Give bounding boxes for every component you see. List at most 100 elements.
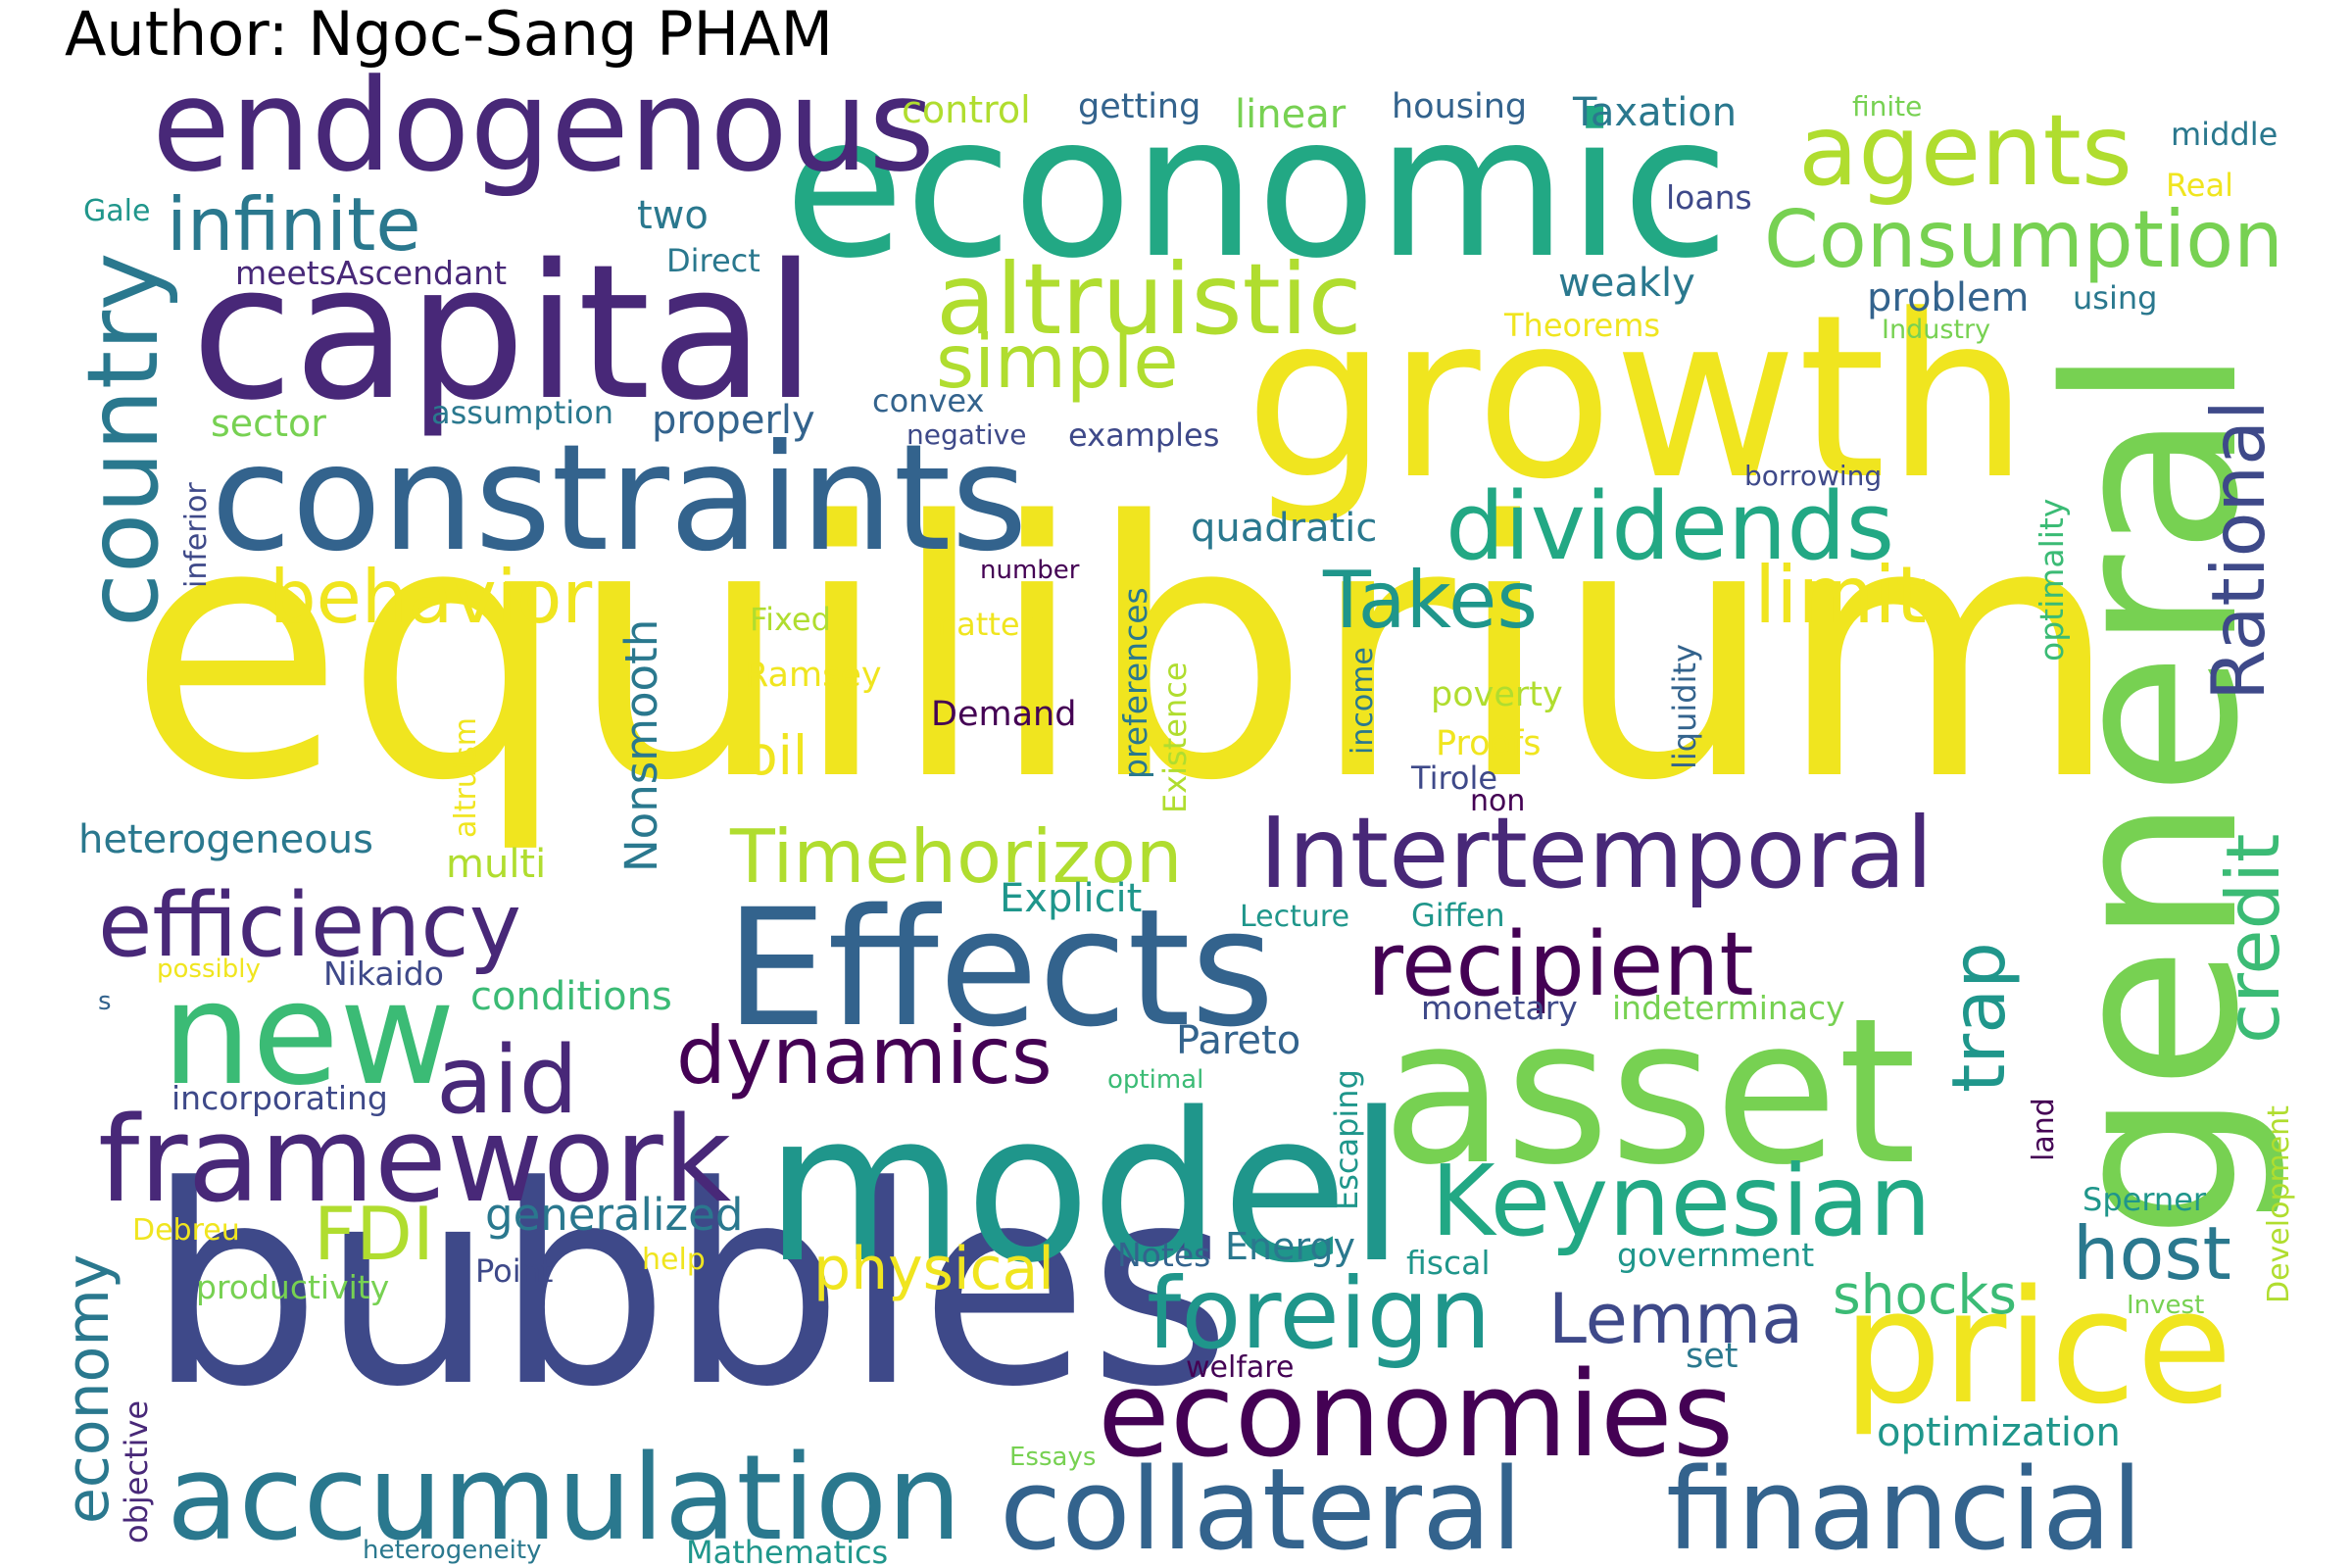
word-27: country: [66, 253, 180, 627]
word-112: Energy: [1225, 1225, 1355, 1268]
word-47: generalized: [485, 1189, 743, 1241]
word-87: preferences: [1116, 587, 1154, 779]
word-109: help: [642, 1243, 706, 1277]
word-91: poverty: [1431, 675, 1563, 714]
word-104: optimal: [1107, 1065, 1203, 1095]
word-81: inferior: [179, 482, 214, 588]
word-68: using: [2073, 279, 2157, 317]
word-53: quadratic: [1191, 506, 1377, 551]
word-62: getting: [1078, 87, 1200, 126]
word-3: growth: [1245, 268, 2029, 529]
word-56: Pareto: [1176, 1018, 1300, 1063]
word-31: dynamics: [676, 1010, 1053, 1102]
word-107: Development: [2262, 1105, 2296, 1303]
word-101: monetary: [1421, 989, 1578, 1027]
word-40: trap: [1936, 942, 2022, 1093]
word-90: liquidity: [1666, 644, 1703, 769]
word-55: Explicit: [1000, 876, 1142, 921]
word-20: Keynesian: [1431, 1144, 1932, 1258]
word-57: multi: [446, 842, 546, 887]
word-96: Lecture: [1240, 900, 1349, 934]
word-7: model: [764, 1068, 1405, 1308]
word-50: optimization: [1877, 1410, 2121, 1455]
word-34: behavior: [270, 554, 592, 640]
word-30: aid: [436, 1027, 578, 1135]
word-75: assumption: [431, 394, 613, 431]
word-23: dividends: [1446, 473, 1894, 581]
word-67: loans: [1666, 178, 1752, 217]
word-6: asset: [1382, 976, 1917, 1209]
word-86: Demand: [931, 695, 1076, 734]
word-71: Gale: [83, 194, 150, 228]
word-80: optimality: [2033, 499, 2071, 662]
word-2: bubbles: [147, 1128, 1232, 1447]
word-32: Takes: [1322, 555, 1538, 646]
word-49: conditions: [470, 974, 672, 1019]
word-122: heterogeneity: [363, 1536, 541, 1565]
word-38: Lemma: [1548, 1279, 1803, 1359]
word-41: FDI: [314, 1191, 434, 1277]
word-22: altruistic: [936, 242, 1362, 357]
word-14: financial: [1666, 1445, 2142, 1568]
word-18: agents: [1798, 93, 2132, 208]
word-119: set: [1686, 1337, 1739, 1376]
word-42: economy: [54, 1254, 122, 1524]
word-92: Proofs: [1436, 724, 1542, 763]
word-97: Giffen: [1411, 897, 1505, 934]
word-52: weakly: [1558, 261, 1695, 306]
word-99: Nikaido: [323, 955, 444, 993]
word-76: convex: [872, 382, 984, 419]
word-83: Fixed: [750, 601, 831, 638]
word-21: recipient: [1367, 913, 1754, 1016]
word-108: Debreu: [132, 1213, 240, 1248]
word-28: Timehorizon: [729, 813, 1182, 900]
word-73: meetsAscendant: [235, 254, 507, 292]
word-79: borrowing: [1744, 460, 1882, 492]
word-51: problem: [1867, 275, 2030, 320]
word-44: shocks: [1833, 1263, 2017, 1326]
word-111: Notes: [1117, 1236, 1210, 1274]
word-103: incorporating: [172, 1079, 388, 1117]
word-105: Escaping: [1328, 1069, 1365, 1210]
word-121: Essays: [1009, 1443, 1096, 1472]
word-39: host: [2073, 1210, 2231, 1297]
word-16: framework: [98, 1093, 732, 1229]
word-85: Ramsey: [745, 656, 882, 695]
word-24: Consumption: [1764, 194, 2283, 285]
word-74: sector: [211, 402, 326, 445]
word-102: indeterminacy: [1612, 989, 1845, 1027]
word-63: housing: [1392, 87, 1527, 126]
word-35: limit: [1754, 550, 1927, 641]
word-116: productivity: [196, 1268, 389, 1306]
word-45: oil: [745, 724, 808, 787]
word-84: matter: [926, 606, 1034, 643]
word-117: objective: [118, 1400, 155, 1544]
word-15: collateral: [1000, 1445, 1523, 1568]
word-58: two: [637, 193, 709, 238]
word-36: Rational: [2195, 400, 2281, 701]
word-89: income: [1346, 647, 1380, 755]
word-12: economies: [1098, 1348, 1734, 1484]
word-65: middle: [2171, 116, 2278, 153]
word-93: Tirole: [1410, 760, 1497, 797]
word-11: price: [1842, 1255, 2232, 1439]
word-94: non: [1470, 784, 1525, 818]
word-48: heterogeneous: [78, 817, 373, 862]
word-106: land: [2027, 1098, 2061, 1161]
word-69: Industry: [1882, 315, 1990, 345]
word-0: equilibrium: [127, 447, 2121, 858]
word-43: physical: [813, 1235, 1054, 1303]
word-25: efficiency: [98, 874, 521, 977]
word-17: new: [162, 952, 456, 1117]
word-13: accumulation: [167, 1431, 961, 1567]
word-88: Existence: [1156, 662, 1194, 813]
word-5: general: [2016, 346, 2290, 1240]
word-29: infinite: [167, 181, 421, 268]
word-70: Theorems: [1503, 307, 1660, 344]
word-100: s: [98, 987, 112, 1016]
word-120: Invest: [2127, 1291, 2204, 1320]
word-113: fiscal: [1406, 1244, 1491, 1282]
word-77: negative: [906, 418, 1026, 451]
word-37: credit: [2210, 834, 2296, 1044]
